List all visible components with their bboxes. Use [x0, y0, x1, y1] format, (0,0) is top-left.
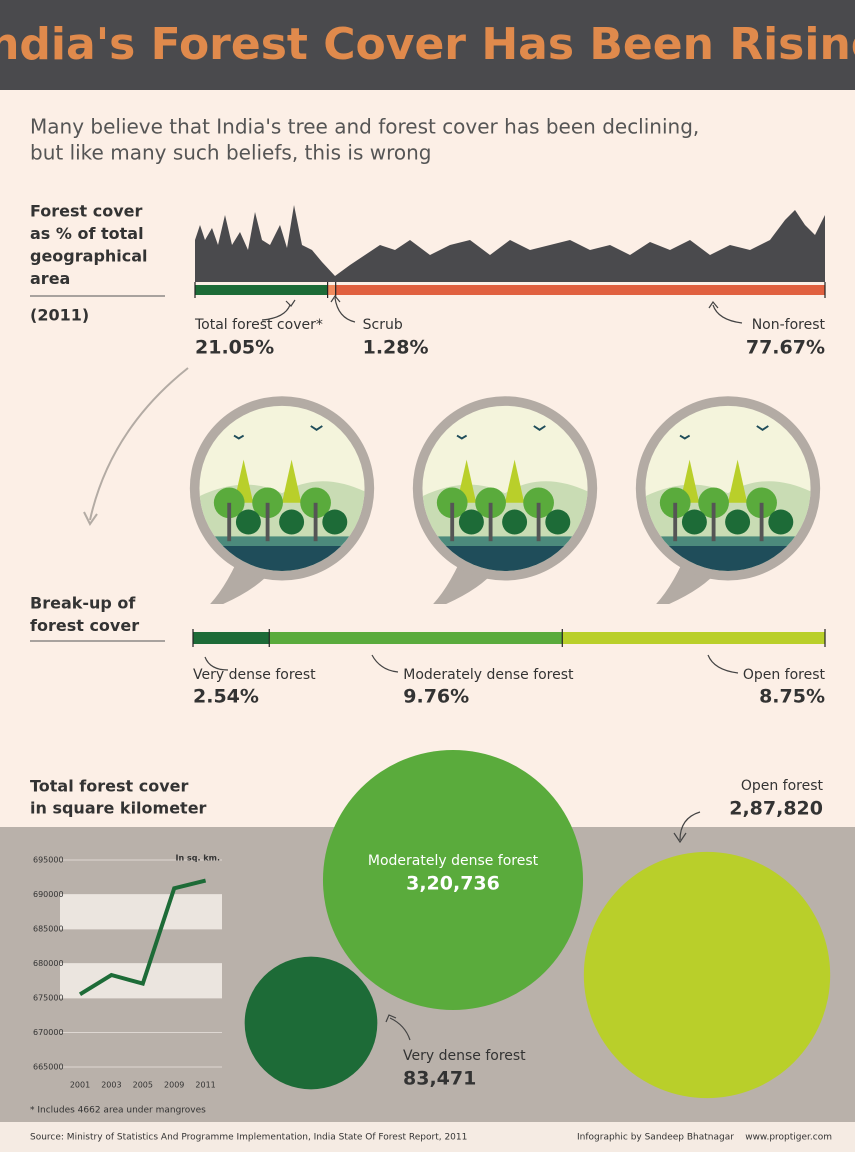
bubble	[583, 851, 831, 1099]
x-tick-label: 2011	[195, 1081, 215, 1090]
arrow	[89, 367, 189, 521]
grid-band	[60, 894, 222, 929]
y-tick-label: 690000	[33, 890, 64, 899]
bubble	[322, 749, 584, 1011]
section-title: in square kilometer	[30, 799, 207, 818]
bubble-label: Moderately dense forest	[368, 853, 539, 869]
value-label: 9.76%	[403, 686, 469, 708]
footnote: * Includes 4662 area under mangroves	[30, 1106, 206, 1116]
annotation-arrow	[708, 300, 743, 324]
section-title: Total forest cover	[30, 777, 188, 796]
subtitle: Many believe that India's tree and fores…	[30, 115, 699, 139]
y-tick-label: 685000	[33, 925, 64, 934]
segment-label: Open forest	[743, 667, 826, 683]
value-label: 8.75%	[759, 686, 825, 708]
y-tick-label: 695000	[33, 856, 64, 865]
value-label: 3,20,736	[406, 873, 500, 895]
bubble-label: Open forest	[741, 778, 824, 794]
bar-segment	[562, 632, 825, 644]
annotation-arrow	[385, 1014, 411, 1041]
x-tick-label: 2001	[70, 1081, 90, 1090]
value-label: 83,471	[403, 1068, 476, 1090]
skyline	[195, 205, 825, 282]
bar-segment	[335, 285, 825, 295]
x-tick-label: 2005	[133, 1081, 153, 1090]
section-title: as % of total	[30, 224, 144, 243]
annotation-arrow	[261, 299, 296, 321]
x-tick-label: 2003	[101, 1081, 121, 1090]
annotation-arrow	[673, 811, 701, 844]
bar-segment	[195, 285, 328, 295]
segment-label: Moderately dense forest	[403, 667, 574, 683]
section-title: area	[30, 269, 70, 288]
segment-label: Very dense forest	[193, 667, 316, 683]
bubble	[244, 956, 378, 1090]
y-tick-label: 665000	[33, 1063, 64, 1072]
page-title: India's Forest Cover Has Been Rising	[0, 19, 855, 70]
value-label: 21.05%	[195, 337, 274, 359]
bar-segment	[193, 632, 270, 644]
y-tick-label: 675000	[33, 994, 64, 1003]
section-title: Forest cover	[30, 202, 143, 221]
value-label: 77.67%	[746, 337, 825, 359]
value-label: 2.54%	[193, 686, 259, 708]
url: www.proptiger.com	[745, 1133, 832, 1143]
y-tick-label: 670000	[33, 1028, 64, 1037]
section-subtitle: (2011)	[30, 306, 89, 325]
value-label: 1.28%	[363, 337, 429, 359]
annotation-arrow	[371, 654, 399, 673]
source: Source: Ministry of Statistics And Progr…	[30, 1133, 467, 1143]
bar-segment	[269, 632, 563, 644]
line-series	[78, 878, 207, 996]
segment-label: Total forest cover*	[194, 317, 323, 333]
segment-label: Non-forest	[752, 317, 826, 333]
section-title: geographical	[30, 247, 148, 266]
bar-segment	[327, 285, 336, 295]
y-tick-label: 680000	[33, 959, 64, 968]
credit: Infographic by Sandeep Bhatnagar	[577, 1133, 734, 1143]
header-band	[0, 0, 855, 90]
unit-label: In sq. km.	[176, 854, 220, 863]
subtitle: but like many such beliefs, this is wron…	[30, 141, 431, 165]
annotation-arrow	[330, 294, 356, 323]
annotation-arrow	[204, 656, 229, 671]
section-title: forest cover	[30, 616, 139, 635]
segment-label: Scrub	[363, 317, 403, 333]
section-title: Break-up of	[30, 594, 136, 613]
footer-band	[0, 1122, 855, 1152]
x-tick-label: 2009	[164, 1081, 184, 1090]
annotation-arrow	[707, 654, 739, 674]
value-label: 2,87,820	[729, 798, 823, 820]
arrow	[83, 511, 98, 526]
bubble-label: Very dense forest	[403, 1048, 526, 1064]
